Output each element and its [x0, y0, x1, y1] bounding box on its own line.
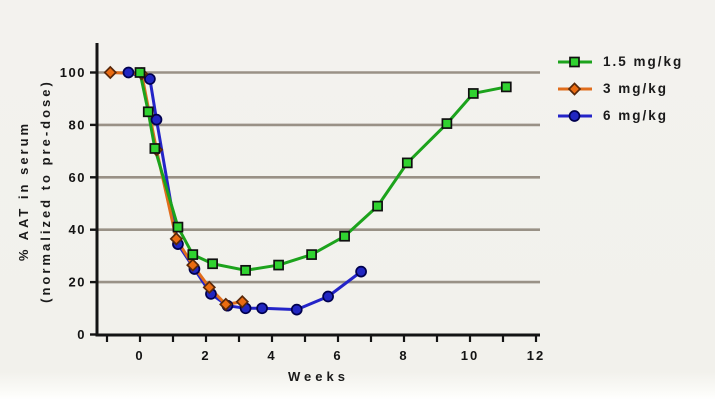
marker-0-0: [134, 67, 146, 78]
marker-0-5: [207, 258, 218, 270]
marker-2-1: [144, 73, 156, 85]
y-tick-label-0: 0: [77, 327, 86, 342]
marker-0-13: [467, 88, 479, 99]
legend-label: 6 mg/kg: [603, 108, 669, 123]
y-tick-label-100: 100: [60, 65, 86, 80]
legend: 1.5 mg/kg 3 mg/kg 6 mg/kg: [556, 48, 683, 129]
x-tick-label-8: 8: [399, 348, 408, 363]
marker-2-11: [355, 265, 367, 278]
legend-item-1.5-mg-kg: 1.5 mg/kg: [556, 48, 683, 75]
marker-0-6: [240, 264, 251, 276]
series-line-3-mg-kg: [110, 71, 243, 306]
y-tick-label-60: 60: [69, 170, 86, 185]
legend-label: 3 mg/kg: [603, 81, 669, 96]
marker-1-5: [202, 280, 217, 295]
marker-0-3: [172, 221, 184, 233]
marker-0-9: [339, 230, 350, 242]
x-tick-label-10: 10: [461, 348, 479, 363]
marker-0-12: [441, 118, 453, 129]
marker-0-7: [273, 259, 284, 271]
marker-1-4: [186, 258, 200, 272]
x-tick-label-4: 4: [267, 348, 276, 363]
marker-2-9: [290, 303, 303, 316]
legend-marker: [567, 81, 582, 96]
marker-1-3: [169, 232, 184, 246]
marker-2-10: [322, 290, 334, 303]
legend-marker: [569, 56, 580, 67]
y-tick-label-20: 20: [69, 275, 86, 290]
marker-1-6: [219, 297, 233, 312]
legend-item-6-mg-kg: 6 mg/kg: [556, 102, 683, 129]
marker-0-10: [372, 200, 383, 212]
marker-0-11: [401, 157, 413, 169]
y-axis-title-line1: % AAT in serum: [16, 120, 31, 262]
marker-0-1: [142, 106, 154, 118]
marker-2-8: [256, 302, 268, 315]
legend-square-icon: [558, 56, 592, 67]
marker-2-2: [150, 113, 163, 126]
marker-1-7: [235, 295, 250, 309]
x-tick-label-2: 2: [201, 348, 210, 363]
y-axis-title-line2: (normalized to pre-dose): [38, 79, 53, 303]
y-axis-title: % AAT in serum (normalized to pre-dose): [13, 31, 59, 351]
x-tick-label-12: 12: [527, 348, 545, 363]
y-tick-label-80: 80: [69, 117, 86, 132]
legend-circle-icon: [558, 109, 592, 122]
x-tick-label-0: 0: [135, 348, 144, 363]
marker-0-4: [187, 249, 199, 260]
series-line-1.5-mg-kg: [138, 72, 507, 272]
marker-0-14: [500, 81, 512, 93]
marker-1-0: [103, 65, 118, 80]
marker-0-2: [149, 143, 161, 154]
legend-diamond-icon: [558, 81, 592, 96]
marker-0-8: [306, 249, 317, 260]
x-tick-label-6: 6: [333, 348, 342, 363]
legend-marker: [568, 109, 581, 122]
y-tick-label-40: 40: [69, 222, 86, 237]
marker-2-0: [122, 66, 135, 79]
legend-item-3-mg-kg: 3 mg/kg: [556, 75, 683, 102]
legend-label: 1.5 mg/kg: [603, 54, 684, 69]
x-axis-title: Weeks: [288, 369, 349, 384]
